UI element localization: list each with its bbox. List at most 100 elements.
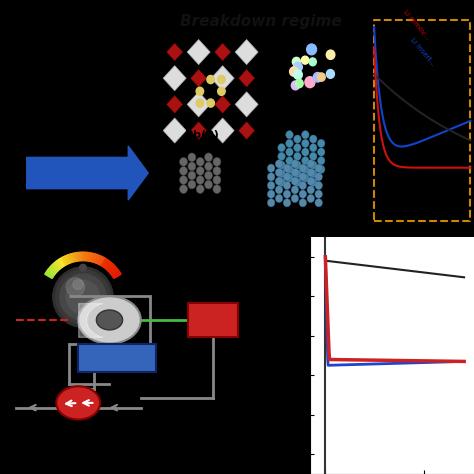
- Circle shape: [283, 190, 291, 198]
- Circle shape: [213, 185, 221, 193]
- Wedge shape: [83, 252, 85, 261]
- Wedge shape: [54, 263, 60, 270]
- Circle shape: [267, 199, 275, 207]
- Circle shape: [294, 135, 301, 143]
- Circle shape: [310, 135, 317, 143]
- Wedge shape: [85, 252, 87, 261]
- Circle shape: [299, 173, 307, 181]
- Circle shape: [275, 177, 283, 185]
- Polygon shape: [238, 69, 255, 87]
- Circle shape: [307, 194, 315, 202]
- Wedge shape: [47, 270, 54, 276]
- Circle shape: [315, 164, 322, 172]
- Circle shape: [318, 165, 325, 173]
- Circle shape: [80, 264, 86, 271]
- Wedge shape: [71, 254, 74, 262]
- Circle shape: [278, 161, 285, 169]
- Circle shape: [313, 73, 322, 82]
- Text: e⁻: e⁻: [15, 68, 30, 81]
- Circle shape: [315, 190, 322, 198]
- Circle shape: [188, 180, 196, 189]
- Wedge shape: [87, 253, 89, 261]
- FancyArrow shape: [26, 146, 148, 200]
- Circle shape: [275, 186, 283, 194]
- Circle shape: [292, 81, 300, 90]
- Polygon shape: [211, 66, 234, 91]
- Text: MABr: MABr: [313, 107, 346, 117]
- Wedge shape: [111, 269, 118, 275]
- Polygon shape: [238, 122, 255, 139]
- Circle shape: [307, 168, 315, 177]
- Wedge shape: [86, 253, 88, 261]
- Wedge shape: [108, 265, 115, 272]
- Wedge shape: [81, 252, 82, 261]
- Circle shape: [207, 99, 214, 107]
- Wedge shape: [47, 269, 55, 275]
- Wedge shape: [55, 261, 62, 268]
- Circle shape: [299, 190, 307, 198]
- Wedge shape: [91, 253, 94, 262]
- Wedge shape: [93, 254, 96, 262]
- Circle shape: [305, 77, 315, 88]
- Circle shape: [286, 148, 293, 156]
- Text: Li insert...: Li insert...: [410, 37, 437, 67]
- Circle shape: [196, 185, 204, 193]
- Circle shape: [310, 178, 317, 186]
- Circle shape: [307, 177, 315, 185]
- Circle shape: [218, 87, 225, 95]
- Circle shape: [213, 176, 221, 184]
- Circle shape: [66, 278, 85, 296]
- Wedge shape: [56, 261, 62, 268]
- Circle shape: [294, 144, 301, 152]
- Circle shape: [291, 168, 299, 177]
- Wedge shape: [72, 253, 75, 262]
- Wedge shape: [46, 271, 54, 277]
- Circle shape: [310, 170, 317, 178]
- Wedge shape: [104, 261, 109, 268]
- Circle shape: [283, 164, 291, 172]
- Circle shape: [275, 194, 283, 202]
- Wedge shape: [101, 258, 107, 266]
- Circle shape: [267, 164, 275, 172]
- Circle shape: [205, 153, 212, 162]
- Circle shape: [291, 160, 299, 168]
- Wedge shape: [64, 256, 69, 264]
- Polygon shape: [235, 39, 258, 64]
- Circle shape: [283, 182, 291, 190]
- Circle shape: [294, 70, 302, 79]
- Circle shape: [301, 56, 309, 64]
- Wedge shape: [109, 267, 116, 273]
- Circle shape: [315, 173, 322, 181]
- Circle shape: [73, 280, 83, 290]
- Circle shape: [292, 57, 301, 66]
- Wedge shape: [106, 263, 112, 270]
- Circle shape: [293, 62, 302, 72]
- Circle shape: [286, 139, 293, 147]
- Wedge shape: [103, 260, 109, 267]
- Circle shape: [326, 50, 335, 59]
- Circle shape: [301, 131, 309, 139]
- Wedge shape: [96, 255, 100, 264]
- Circle shape: [301, 148, 309, 156]
- Circle shape: [294, 170, 301, 178]
- Wedge shape: [109, 266, 116, 273]
- Circle shape: [188, 162, 196, 171]
- Wedge shape: [113, 272, 120, 278]
- Wedge shape: [48, 268, 55, 274]
- Circle shape: [301, 139, 309, 147]
- Wedge shape: [69, 254, 72, 263]
- Circle shape: [278, 170, 285, 178]
- Wedge shape: [94, 255, 99, 263]
- Wedge shape: [100, 258, 106, 266]
- Circle shape: [278, 144, 285, 152]
- Circle shape: [294, 178, 301, 186]
- Polygon shape: [211, 118, 234, 143]
- Circle shape: [291, 186, 299, 194]
- Circle shape: [218, 75, 225, 83]
- Polygon shape: [187, 39, 210, 64]
- Circle shape: [291, 177, 299, 185]
- Wedge shape: [75, 253, 78, 261]
- Wedge shape: [50, 266, 57, 273]
- Polygon shape: [215, 96, 231, 113]
- Circle shape: [294, 152, 301, 161]
